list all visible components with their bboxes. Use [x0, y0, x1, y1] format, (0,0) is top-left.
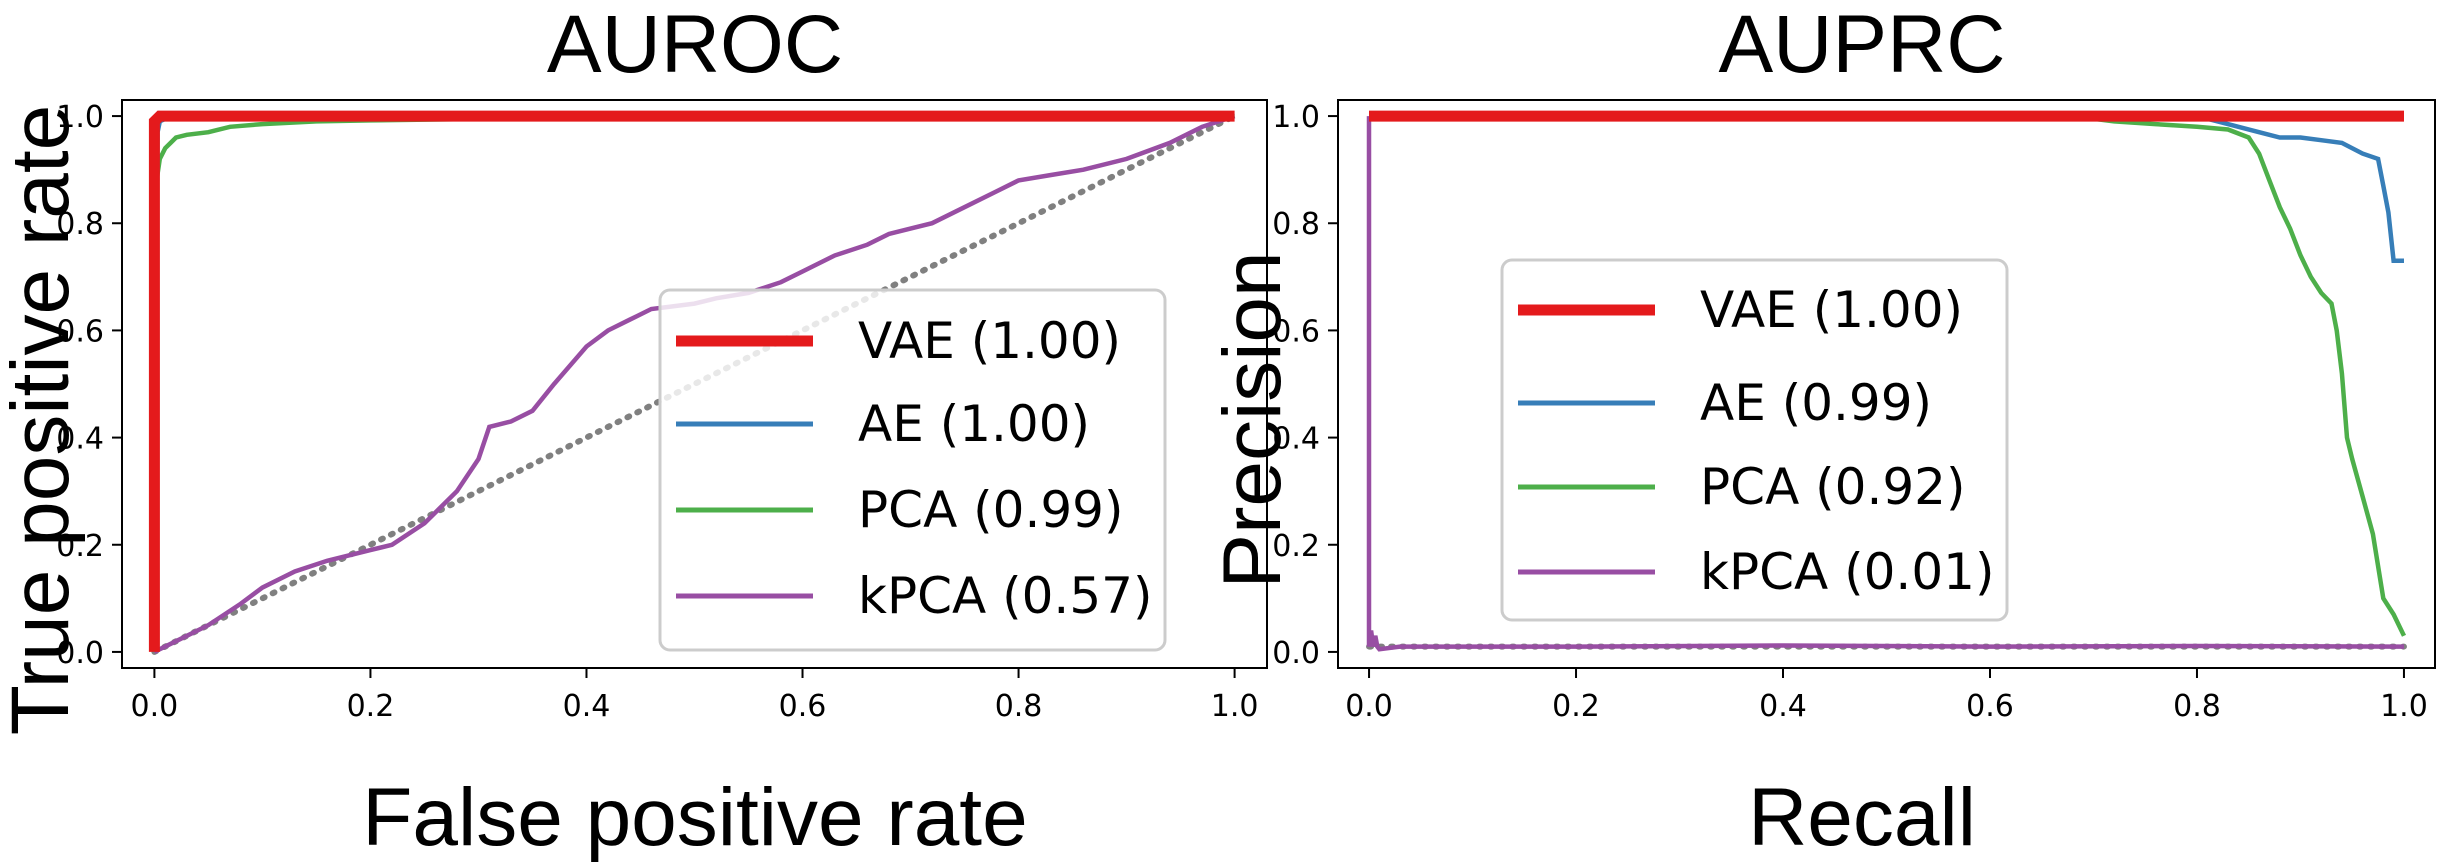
axes-frame [121, 99, 1268, 669]
legend-box [1500, 258, 2009, 622]
y-axis-label: True positive rate [0, 105, 86, 735]
legend-label: kPCA (0.01) [1700, 543, 1994, 601]
y-tick-label: 0.2 [56, 529, 104, 564]
x-tick-label: 0.4 [1759, 689, 1807, 724]
legend-box [658, 288, 1167, 652]
x-tick-label: 0.0 [131, 689, 179, 724]
y-tick-label: 0.8 [1272, 207, 1320, 242]
legend-label: AE (0.99) [1700, 374, 1932, 432]
legend: VAE (1.00) AE (0.99) PCA (0.92) kPCA (0.01) [1500, 258, 2009, 622]
y-tick-label: 0.0 [1272, 636, 1320, 671]
x-tick-label: 0.2 [1552, 689, 1600, 724]
x-tick-label: 0.6 [779, 689, 827, 724]
y-tick-label: 0.6 [1272, 314, 1320, 349]
y-tick-label: 0.4 [56, 422, 104, 457]
chart-title: AUROC [547, 0, 843, 90]
auprc-chart: AUPRC Recall Precision 0.0 0.2 0.4 0.6 0.8 1.… [1207, 0, 2436, 862]
legend: VAE (1.00) AE (1.00) PCA (0.99) kPCA (0.57) [658, 288, 1167, 652]
x-tick-label: 0.8 [995, 689, 1043, 724]
legend-label: VAE (1.00) [1700, 281, 1963, 339]
legend-label: AE (1.00) [858, 395, 1090, 453]
x-tick-label: 1.0 [2380, 689, 2428, 724]
x-tick-label: 1.0 [1211, 689, 1259, 724]
y-tick-label: 0.2 [1272, 529, 1320, 564]
y-tick-label: 1.0 [1272, 100, 1320, 135]
x-axis-label: Recall [1748, 772, 1976, 862]
legend-label: PCA (0.92) [1700, 458, 1966, 516]
series-line-pca [1369, 113, 2407, 637]
x-tick-label: 0.8 [2173, 689, 2221, 724]
series-line-ae [1369, 113, 2404, 264]
chart-title: AUPRC [1718, 0, 2005, 90]
auroc-chart: AUROC False positive rate True positive … [0, 0, 1268, 862]
x-tick-label: 0.0 [1345, 689, 1393, 724]
x-tick-label: 0.2 [347, 689, 395, 724]
y-tick-label: 0.6 [56, 314, 104, 349]
plot-area: 0.0 0.2 0.4 0.6 0.8 1.0 0.0 0.2 0.4 0.6 0.8 1.0 VAE … [56, 99, 1268, 724]
y-tick-label: 0.0 [56, 636, 104, 671]
legend-label: VAE (1.00) [858, 312, 1121, 370]
x-tick-label: 0.4 [563, 689, 611, 724]
y-tick-label: 0.8 [56, 207, 104, 242]
axes-frame [1337, 99, 2436, 669]
series-line-kpca [1366, 116, 2405, 652]
x-tick-label: 0.6 [1966, 689, 2014, 724]
legend-label: PCA (0.99) [858, 481, 1124, 539]
series-line-kpca [153, 113, 1236, 654]
y-tick-label: 1.0 [56, 100, 104, 135]
plot-area: 0.0 0.2 0.4 0.6 0.8 1.0 0.0 0.2 0.4 0.6 0.8 1.0 VAE … [1272, 99, 2436, 724]
x-axis-label: False positive rate [362, 772, 1027, 862]
series-line-vae [148, 110, 1235, 652]
legend-label: kPCA (0.57) [858, 567, 1152, 625]
y-axis-label: Precision [1207, 251, 1298, 588]
y-tick-label: 0.4 [1272, 422, 1320, 457]
